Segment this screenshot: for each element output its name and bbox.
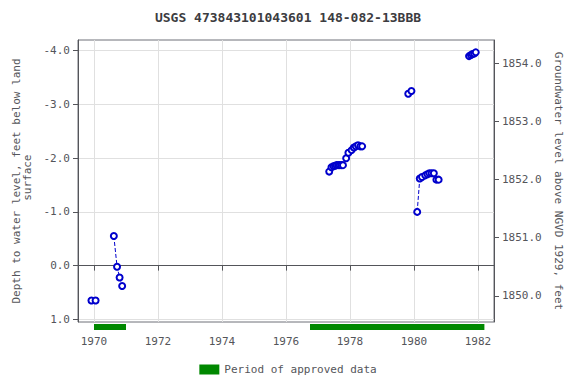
svg-text:-3.0: -3.0 — [44, 98, 71, 111]
svg-text:1852.0: 1852.0 — [502, 173, 542, 186]
svg-text:1851.0: 1851.0 — [502, 231, 542, 244]
svg-text:1853.0: 1853.0 — [502, 115, 542, 128]
svg-text:-4.0: -4.0 — [44, 44, 71, 57]
svg-text:1976: 1976 — [273, 335, 300, 348]
svg-text:Period of approved data: Period of approved data — [224, 363, 376, 376]
svg-text:1850.0: 1850.0 — [502, 289, 542, 302]
svg-text:1972: 1972 — [145, 335, 172, 348]
svg-text:1980: 1980 — [401, 335, 428, 348]
svg-text:1982: 1982 — [465, 335, 492, 348]
svg-text:0.0: 0.0 — [50, 259, 70, 272]
svg-text:-1.0: -1.0 — [44, 205, 71, 218]
svg-text:1978: 1978 — [337, 335, 364, 348]
svg-text:-2.0: -2.0 — [44, 152, 71, 165]
svg-text:1970: 1970 — [81, 335, 108, 348]
svg-text:surface: surface — [21, 155, 34, 208]
svg-text:USGS 473843101043601 148-082-1: USGS 473843101043601 148-082-13BBB — [155, 10, 421, 25]
svg-text:Depth to water level, feet bel: Depth to water level, feet below land — [9, 58, 23, 304]
svg-text:1974: 1974 — [209, 335, 236, 348]
svg-text:Groundwater level above NGVD 1: Groundwater level above NGVD 1929, feet — [552, 52, 565, 310]
svg-text:1854.0: 1854.0 — [502, 57, 542, 70]
svg-text:1.0: 1.0 — [50, 313, 70, 326]
